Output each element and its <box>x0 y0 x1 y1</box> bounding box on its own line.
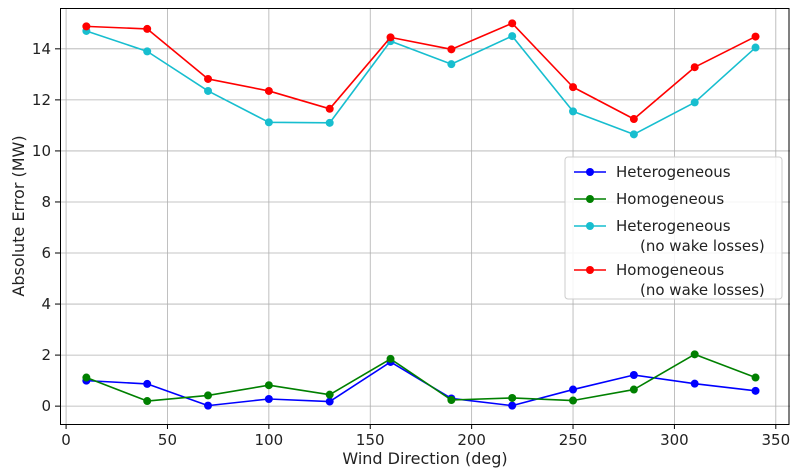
data-point <box>82 22 91 31</box>
data-point <box>569 107 578 116</box>
legend-marker <box>586 195 594 203</box>
data-point <box>447 45 456 54</box>
data-point <box>204 401 213 410</box>
legend-entry: Heterogeneous <box>574 163 731 181</box>
y-tick-label: 6 <box>41 244 51 262</box>
series-line <box>86 30 757 136</box>
data-point <box>204 391 213 400</box>
data-point <box>569 83 578 92</box>
data-point <box>690 350 699 359</box>
data-point <box>690 379 699 388</box>
x-tick-label: 100 <box>255 431 284 449</box>
data-point <box>143 24 152 33</box>
data-point <box>751 386 760 395</box>
series-line <box>86 22 756 120</box>
y-tick-label: 4 <box>41 295 51 313</box>
x-tick-label: 250 <box>559 431 588 449</box>
plot-frame <box>60 8 790 425</box>
series-0 <box>82 357 760 410</box>
y-tick-label: 0 <box>41 397 51 415</box>
data-point <box>629 370 638 379</box>
y-tick-label: 14 <box>32 40 51 58</box>
x-tick-label: 150 <box>356 431 385 449</box>
data-point <box>325 104 334 113</box>
data-point <box>508 393 517 402</box>
legend-entry: Homogeneous <box>574 190 724 208</box>
legend-marker <box>586 222 594 230</box>
legend-label: Heterogeneous <box>616 217 731 235</box>
x-axis-label: Wind Direction (deg) <box>342 449 507 468</box>
data-point <box>143 47 152 56</box>
data-point <box>508 19 517 28</box>
data-point <box>264 86 273 95</box>
y-tick-label: 10 <box>32 142 51 160</box>
x-tick-label: 200 <box>457 431 486 449</box>
legend-label: (no wake losses) <box>640 237 765 255</box>
data-point <box>447 60 456 69</box>
legend-entry: Heterogeneous (no wake losses) <box>574 217 765 255</box>
data-point <box>751 373 760 382</box>
data-point <box>690 98 699 107</box>
data-point <box>386 33 395 42</box>
legend-label: (no wake losses) <box>640 281 765 299</box>
legend: Heterogeneous Homogeneous Heterogeneous (no… <box>564 156 783 300</box>
data-point <box>569 385 578 394</box>
data-point <box>82 373 91 382</box>
data-point <box>629 115 638 124</box>
legend-entry: Homogeneous (no wake losses) <box>574 261 765 299</box>
series-lines <box>82 19 760 410</box>
data-point <box>264 381 273 390</box>
data-point <box>204 86 213 95</box>
y-tick-label: 12 <box>32 91 51 109</box>
x-tick-label: 50 <box>158 431 177 449</box>
legend-box <box>564 156 783 300</box>
data-point <box>629 385 638 394</box>
data-point <box>204 74 213 83</box>
series-line <box>86 361 756 407</box>
legend-label: Homogeneous <box>616 261 724 279</box>
data-point <box>751 32 760 41</box>
data-point <box>143 397 152 406</box>
data-point <box>508 32 517 41</box>
data-point <box>325 397 334 406</box>
legend-marker <box>586 168 594 176</box>
series-3 <box>82 19 760 124</box>
series-line <box>86 353 756 402</box>
series-1 <box>82 350 760 406</box>
data-point <box>386 354 395 363</box>
y-tick-label: 2 <box>41 346 51 364</box>
x-tick-label: 300 <box>660 431 689 449</box>
data-point <box>629 130 638 139</box>
y-axis-label: Absolute Error (MW) <box>9 135 28 296</box>
x-tick-label: 0 <box>61 431 71 449</box>
data-point <box>690 63 699 72</box>
axis-ticks: 0 50 100 150 200 250 300 350 0 2 4 6 8 10 12 14 <box>32 40 790 449</box>
data-point <box>447 396 456 405</box>
data-point <box>569 396 578 405</box>
data-point <box>508 401 517 410</box>
legend-label: Heterogeneous <box>616 163 731 181</box>
data-point <box>264 118 273 127</box>
data-point <box>264 394 273 403</box>
data-point <box>751 43 760 52</box>
data-point <box>325 390 334 399</box>
y-tick-label: 8 <box>41 193 51 211</box>
legend-label: Homogeneous <box>616 190 724 208</box>
data-point <box>143 379 152 388</box>
x-tick-label: 350 <box>761 431 790 449</box>
data-point <box>325 118 334 127</box>
legend-marker <box>586 266 594 274</box>
